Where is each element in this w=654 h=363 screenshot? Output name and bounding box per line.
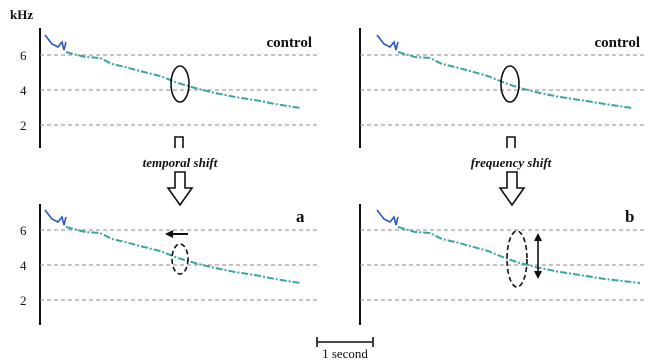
panel-label: a	[296, 207, 305, 226]
down-arrow-icon	[498, 171, 526, 207]
call-trace-onset	[376, 34, 399, 51]
call-trace	[397, 226, 641, 284]
y-tick-2: 2	[20, 118, 27, 133]
transition-label: temporal shift	[143, 155, 218, 170]
shifted-ellipse	[171, 243, 189, 275]
down-arrow-icon	[166, 171, 194, 207]
scale-bar-line	[316, 337, 374, 347]
highlight-ellipse	[170, 65, 190, 103]
y-tick-4: 4	[20, 83, 27, 98]
panel-label: control	[594, 35, 640, 51]
call-trace-onset	[376, 209, 399, 226]
call-trace	[397, 51, 633, 109]
transition-right: frequency shift	[471, 136, 552, 207]
transition-label: frequency shift	[471, 155, 552, 170]
bracket-marker	[174, 136, 184, 148]
y-axis-unit: kHz	[10, 7, 33, 22]
call-trace	[65, 51, 301, 109]
transition-left: temporal shift	[143, 136, 218, 207]
y-tick-2: 2	[20, 293, 27, 308]
panel-label: control	[266, 35, 312, 51]
panel-bottom-left: 6 4 2 a	[20, 204, 320, 325]
panel-label: b	[625, 207, 634, 226]
shifted-ellipse	[506, 230, 528, 288]
call-trace-onset	[44, 34, 67, 51]
y-tick-6: 6	[20, 48, 27, 63]
y-tick-4: 4	[20, 258, 27, 273]
panel-top-right: control	[359, 28, 645, 148]
panel-top-left: 6 4 2 control	[20, 28, 320, 148]
scale-bar: 1 second	[316, 337, 374, 361]
panel-bottom-right: b	[359, 204, 645, 325]
call-trace-onset	[44, 209, 67, 226]
highlight-ellipse	[500, 65, 520, 103]
bracket-marker	[506, 136, 516, 148]
y-tick-6: 6	[20, 223, 27, 238]
scale-bar-label: 1 second	[322, 346, 368, 361]
call-trace	[65, 226, 301, 284]
